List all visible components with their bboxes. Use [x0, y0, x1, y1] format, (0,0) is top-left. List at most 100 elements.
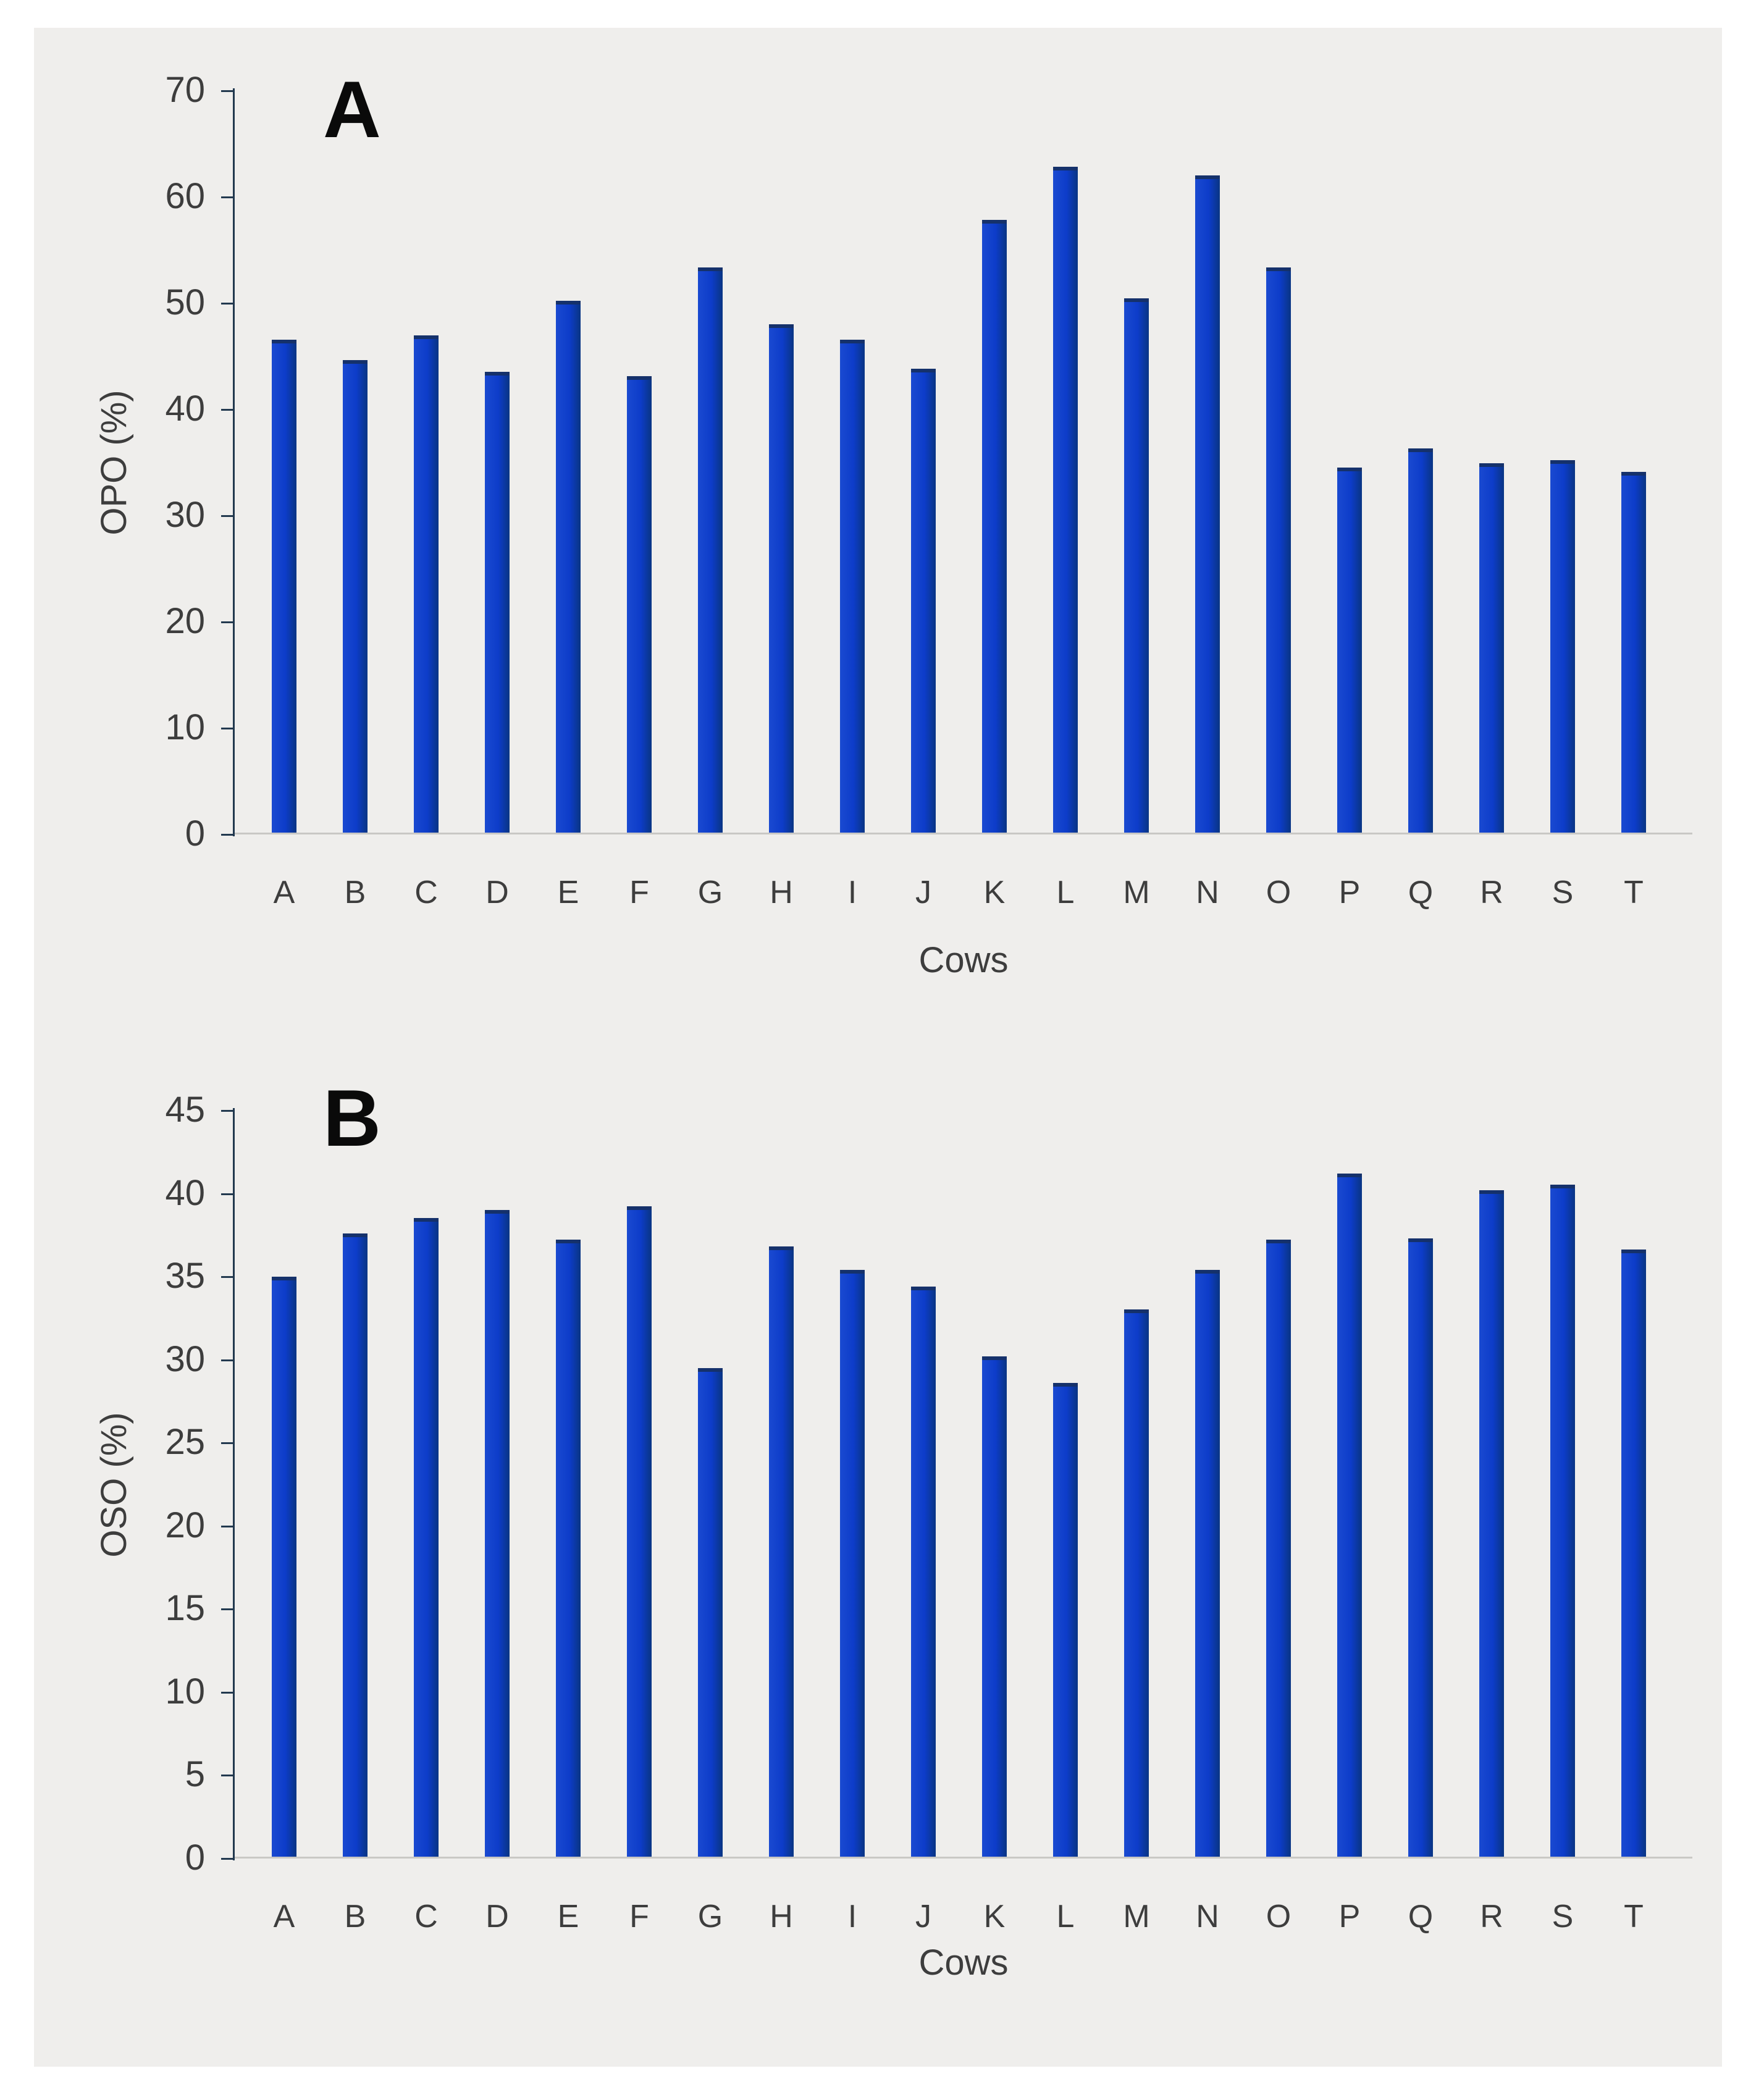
x-tick-label-o: O: [1266, 1899, 1292, 1934]
figure-background: [34, 28, 1722, 2067]
x-tick-label-h: H: [770, 875, 793, 910]
bar-b: [343, 1233, 368, 1857]
x-tick-label-l: L: [1056, 875, 1075, 910]
y-tick-mark: [221, 1608, 233, 1611]
bar-m: [1124, 298, 1149, 833]
bar-d: [485, 371, 510, 833]
y-tick-label: 30: [165, 495, 205, 535]
bar-s: [1550, 460, 1575, 833]
x-tick-label-n: N: [1196, 1899, 1219, 1934]
bar-r: [1479, 1190, 1504, 1857]
panel-b-plot-area: 0 5 10 15 20 25 30 35 40 45 A B C D E F G H I J K L M N O P Q R S T: [165, 1092, 1692, 1933]
y-tick-mark: [221, 1858, 233, 1860]
y-tick-label: 40: [165, 1172, 205, 1213]
x-tick-label-q: Q: [1408, 1899, 1434, 1934]
bar-d: [485, 1209, 510, 1857]
x-tick-label-b: B: [344, 1899, 366, 1934]
x-tick-label-p: P: [1338, 875, 1361, 910]
x-tick-label-i: I: [847, 1899, 857, 1934]
y-tick-mark: [221, 728, 233, 729]
bar-g: [698, 1367, 723, 1857]
y-axis-line: [233, 1108, 235, 1860]
bar-t: [1621, 1250, 1646, 1857]
x-tick-label-c: C: [414, 1899, 438, 1934]
bar-o: [1266, 1240, 1291, 1857]
x-tick-label-h: H: [770, 1899, 793, 1934]
x-tick-label-g: G: [697, 875, 723, 910]
y-tick-mark: [221, 1691, 233, 1694]
bar-e: [556, 1240, 581, 1857]
x-tick-label-s: S: [1552, 1899, 1574, 1934]
x-tick-label-a: A: [273, 1899, 295, 1934]
y-tick-mark: [221, 1775, 233, 1777]
y-tick-label: 45: [165, 1090, 205, 1130]
bar-m: [1124, 1309, 1149, 1857]
bar-i: [840, 1269, 865, 1857]
y-tick-mark: [221, 1193, 233, 1195]
x-tick-label-q: Q: [1408, 875, 1434, 910]
y-tick-mark: [221, 303, 233, 305]
y-tick-mark: [221, 1359, 233, 1361]
panel-b-title: B: [323, 1073, 381, 1163]
y-tick-label: 20: [165, 1505, 205, 1545]
y-tick-label: 0: [185, 1838, 205, 1878]
bar-p: [1337, 467, 1362, 833]
x-tick-label-e: E: [557, 875, 579, 910]
bar-a: [272, 340, 296, 833]
bar-f: [627, 376, 652, 833]
y-tick-label: 70: [165, 70, 205, 110]
y-tick-mark: [221, 834, 233, 836]
bar-n: [1195, 175, 1220, 833]
bar-h: [769, 1246, 794, 1857]
bar-h: [769, 324, 794, 833]
x-axis-line: [235, 1857, 1692, 1859]
x-tick-label-p: P: [1338, 1899, 1361, 1934]
panel-b-chart: 0 5 10 15 20 25 30 35 40 45 A B C D E F G H I J K L M N O P Q R S T C…: [165, 1092, 1692, 1981]
x-tick-label-t: T: [1624, 1899, 1644, 1934]
bar-n: [1195, 1269, 1220, 1857]
bar-a: [272, 1276, 296, 1857]
y-tick-label: 5: [185, 1754, 205, 1795]
y-tick-mark: [221, 196, 233, 198]
bar-e: [556, 300, 581, 833]
y-tick-label: 15: [165, 1588, 205, 1629]
y-tick-label: 60: [165, 176, 205, 216]
bar-f: [627, 1206, 652, 1857]
y-tick-mark: [221, 515, 233, 517]
bar-k: [982, 1356, 1007, 1857]
x-tick-label-d: D: [485, 1899, 509, 1934]
bar-r: [1479, 463, 1504, 833]
x-tick-label-l: L: [1056, 1899, 1075, 1934]
bar-t: [1621, 471, 1646, 833]
panel-b-x-axis-title: Cows: [918, 1943, 1009, 1983]
bar-c: [414, 1218, 439, 1857]
x-tick-label-e: E: [557, 1899, 579, 1934]
x-tick-label-f: F: [629, 875, 649, 910]
x-axis-line: [235, 833, 1692, 834]
y-tick-mark: [221, 621, 233, 623]
x-tick-label-k: K: [983, 1899, 1006, 1934]
y-tick-label: 20: [165, 601, 205, 641]
y-tick-label: 0: [185, 813, 205, 854]
y-tick-mark: [221, 1110, 233, 1112]
bar-j: [911, 368, 936, 833]
y-tick-label: 40: [165, 389, 205, 429]
x-tick-label-n: N: [1196, 875, 1219, 910]
x-tick-label-m: M: [1123, 875, 1150, 910]
panel-a-x-axis-title: Cows: [918, 940, 1009, 980]
x-tick-label-j: J: [915, 1899, 931, 1934]
y-tick-mark: [221, 1442, 233, 1445]
x-tick-label-i: I: [847, 875, 857, 910]
y-tick-label: 30: [165, 1338, 205, 1379]
bar-q: [1408, 1238, 1433, 1857]
x-tick-label-k: K: [983, 875, 1006, 910]
x-tick-label-a: A: [273, 875, 295, 910]
x-tick-label-d: D: [485, 875, 509, 910]
y-tick-mark: [221, 90, 233, 92]
x-tick-label-f: F: [629, 1899, 649, 1934]
x-tick-label-t: T: [1624, 875, 1644, 910]
x-tick-label-r: R: [1480, 1899, 1503, 1934]
x-tick-label-s: S: [1552, 875, 1574, 910]
y-tick-mark: [221, 1525, 233, 1527]
